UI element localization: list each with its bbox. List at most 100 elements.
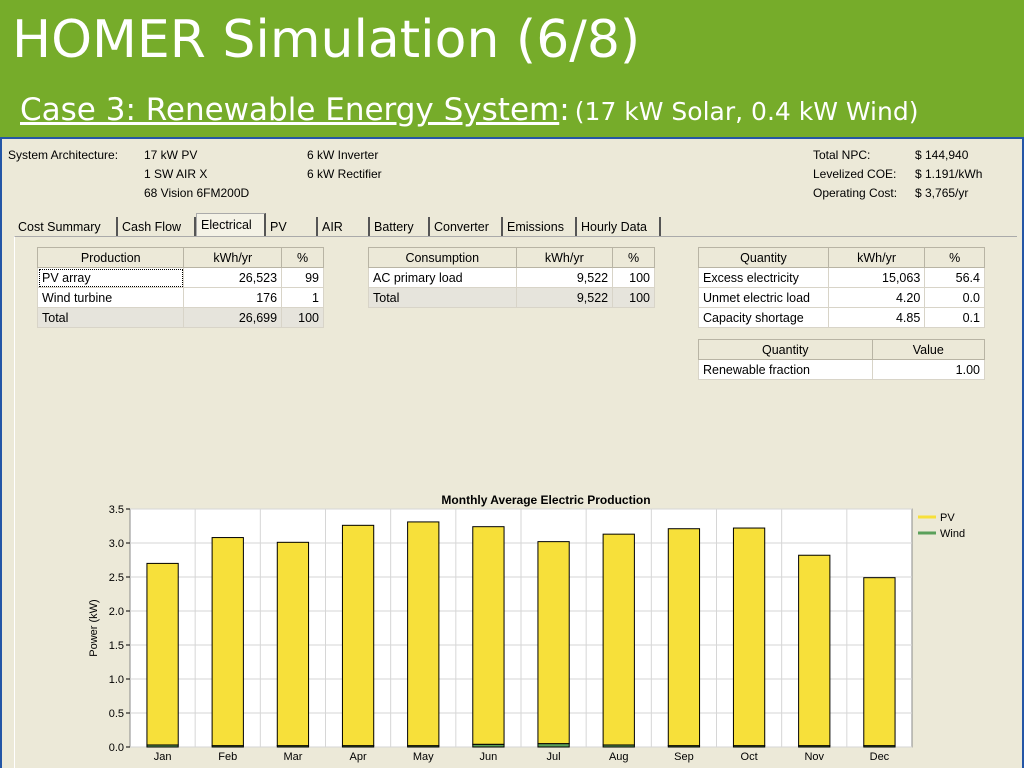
percent-header[interactable]: % (612, 247, 655, 268)
y-axis-label: Power (kW) (88, 599, 100, 656)
y-tick-label: 1.0 (109, 674, 124, 686)
production-kwh-cell[interactable]: 176 (183, 287, 283, 308)
quantity-value-cell[interactable]: 1.00 (871, 359, 986, 380)
x-tick-label: Jun (480, 751, 498, 763)
consumption-percent-cell[interactable]: 100 (612, 287, 655, 308)
tab-pv[interactable]: PV (266, 217, 318, 237)
percent-header[interactable]: % (281, 247, 324, 268)
total-npc-label: Total NPC: (813, 148, 871, 162)
tab-battery[interactable]: Battery (370, 217, 430, 237)
consumption-name-cell[interactable]: AC primary load (368, 267, 517, 288)
bar-pv (341, 524, 375, 747)
monthly-production-chart: 0.0 0.5 1.0 1.5 2.0 2.5 3.0 3.5 Jan Feb Mar Apr May J… (88, 493, 965, 763)
total-npc-value: $ 144,940 (915, 148, 969, 162)
legend-label-pv: PV (940, 512, 955, 524)
consumption-header[interactable]: Consumption (368, 247, 517, 268)
table-row[interactable]: AC primary load 9,522 100 (368, 267, 655, 288)
kwh-header[interactable]: kWh/yr (827, 247, 926, 268)
bar-pv (667, 528, 701, 747)
consumption-percent-cell[interactable]: 100 (612, 267, 655, 288)
quantity-kwh-cell[interactable]: 4.85 (827, 307, 926, 328)
consumption-name-cell[interactable]: Total (368, 287, 517, 308)
y-tick-label: 2.5 (109, 572, 124, 584)
table-row[interactable]: PV array 26,523 99 (36, 267, 324, 288)
quantity-kwh-cell[interactable]: 4.20 (827, 287, 926, 308)
bar-pv (863, 577, 896, 747)
bar-pv (211, 537, 244, 747)
production-name-cell[interactable]: Total (36, 307, 185, 328)
bar-wind (537, 743, 570, 748)
slide-subtitle: Case 3: Renewable Energy System: (17 kW … (20, 92, 918, 128)
consumption-kwh-cell[interactable]: 9,522 (515, 267, 614, 288)
production-name-cell[interactable]: Wind turbine (36, 287, 185, 308)
production-name-cell[interactable]: PV array (36, 267, 185, 288)
quantity-name-cell[interactable]: Capacity shortage (698, 307, 829, 328)
bar-pv (146, 562, 179, 746)
subtitle-main: Case 3: Renewable Energy System (20, 92, 560, 128)
tab-air[interactable]: AIR (318, 217, 370, 237)
production-percent-cell[interactable]: 99 (281, 267, 324, 288)
bar-pv (602, 533, 635, 746)
architecture-item: 6 kW Inverter (307, 148, 379, 162)
x-tick-label: Apr (350, 751, 367, 763)
x-tick-label: Jul (547, 751, 561, 763)
table-row[interactable]: Wind turbine 176 1 (36, 287, 324, 308)
quantity-name-cell[interactable]: Excess electricity (698, 267, 829, 288)
tab-converter[interactable]: Converter (430, 217, 503, 237)
tab-cash-flow[interactable]: Cash Flow (118, 217, 196, 237)
x-tick-label: Feb (218, 751, 237, 763)
bar-pv (732, 527, 766, 747)
table-row[interactable]: Renewable fraction 1.00 (698, 359, 986, 380)
production-percent-cell[interactable]: 1 (281, 287, 324, 308)
quantity-percent-cell[interactable]: 56.4 (924, 267, 985, 288)
y-tick-label: 3.0 (109, 538, 124, 550)
chart-title: Monthly Average Electric Production (441, 493, 650, 507)
table-row[interactable]: Capacity shortage 4.85 0.1 (698, 307, 985, 328)
bar-pv (537, 541, 570, 745)
quantity-header[interactable]: Quantity (698, 339, 873, 360)
tab-hourly-data[interactable]: Hourly Data (577, 217, 661, 237)
table-row[interactable]: Unmet electric load 4.20 0.0 (698, 287, 985, 308)
production-header[interactable]: Production (36, 247, 185, 268)
x-tick-label: Sep (674, 751, 694, 763)
consumption-kwh-cell[interactable]: 9,522 (515, 287, 614, 308)
value-header[interactable]: Value (871, 339, 986, 360)
operating-cost-label: Operating Cost: (813, 186, 898, 200)
table-row[interactable]: Excess electricity 15,063 56.4 (698, 267, 985, 288)
quantity-header[interactable]: Quantity (698, 247, 829, 268)
y-tick-label: 1.5 (109, 640, 124, 652)
percent-header[interactable]: % (924, 247, 985, 268)
tab-electrical[interactable]: Electrical (196, 213, 266, 237)
bar-pv (798, 554, 831, 747)
production-percent-cell[interactable]: 100 (281, 307, 324, 328)
x-tick-label: May (413, 751, 434, 763)
slide-title: HOMER Simulation (6/8) (12, 10, 641, 70)
tab-cost-summary[interactable]: Cost Summary (14, 217, 118, 237)
results-tabs: Cost Summary Cash Flow Electrical PV AIR… (14, 213, 661, 237)
levelized-coe-label: Levelized COE: (813, 167, 897, 181)
kwh-header[interactable]: kWh/yr (183, 247, 283, 268)
architecture-item: 6 kW Rectifier (307, 167, 382, 181)
quantity-name-cell[interactable]: Renewable fraction (698, 359, 873, 380)
architecture-label: System Architecture: (8, 148, 119, 162)
quantity-name-cell[interactable]: Unmet electric load (698, 287, 829, 308)
x-tick-label: Aug (609, 751, 629, 763)
production-kwh-cell[interactable]: 26,523 (183, 267, 283, 288)
tab-emissions[interactable]: Emissions (503, 217, 577, 237)
x-tick-label: Jan (154, 751, 172, 763)
quantity-kwh-cell[interactable]: 15,063 (827, 267, 926, 288)
consumption-table: Consumption kWh/yr % AC primary load 9,5… (368, 247, 655, 308)
production-kwh-cell[interactable]: 26,699 (183, 307, 283, 328)
quantity-percent-cell[interactable]: 0.1 (924, 307, 985, 328)
y-tick-label: 2.0 (109, 606, 124, 618)
x-tick-label: Dec (870, 751, 890, 763)
architecture-item: 1 SW AIR X (144, 167, 208, 181)
table-row[interactable]: Total 9,522 100 (368, 287, 655, 308)
x-tick-label: Nov (804, 751, 824, 763)
kwh-header[interactable]: kWh/yr (515, 247, 614, 268)
y-tick-label: 3.5 (109, 504, 124, 516)
table-row[interactable]: Total 26,699 100 (36, 307, 324, 328)
quantity-percent-cell[interactable]: 0.0 (924, 287, 985, 308)
x-tick-label: Oct (741, 751, 758, 763)
bar-pv (276, 541, 310, 747)
